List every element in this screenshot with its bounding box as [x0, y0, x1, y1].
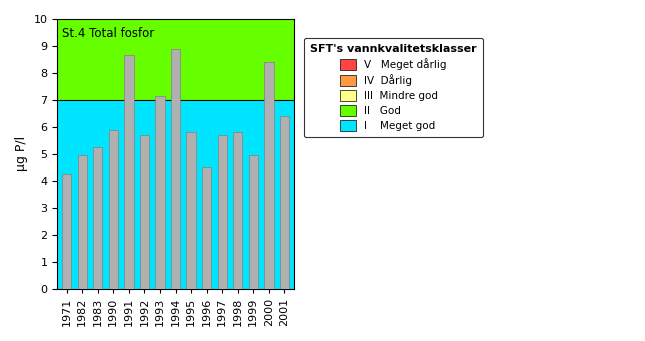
- Bar: [155, 96, 164, 288]
- Bar: [93, 147, 103, 288]
- Text: St.4 Total fosfor: St.4 Total fosfor: [62, 27, 154, 40]
- Bar: [124, 55, 134, 288]
- Bar: [264, 62, 273, 288]
- Bar: [171, 49, 180, 288]
- Bar: [62, 174, 72, 288]
- Bar: [280, 116, 289, 288]
- Bar: [57, 19, 293, 100]
- Bar: [140, 135, 149, 288]
- Bar: [202, 167, 212, 288]
- Y-axis label: µg P/l: µg P/l: [15, 136, 28, 172]
- Bar: [108, 130, 118, 288]
- Bar: [77, 155, 87, 288]
- Legend: V   Meget dårlig, IV  Dårlig, III  Mindre god, II   God, I    Meget god: V Meget dårlig, IV Dårlig, III Mindre go…: [304, 38, 483, 137]
- Bar: [233, 132, 243, 288]
- Bar: [249, 155, 258, 288]
- Bar: [57, 100, 293, 288]
- Bar: [217, 135, 227, 288]
- Bar: [186, 132, 195, 288]
